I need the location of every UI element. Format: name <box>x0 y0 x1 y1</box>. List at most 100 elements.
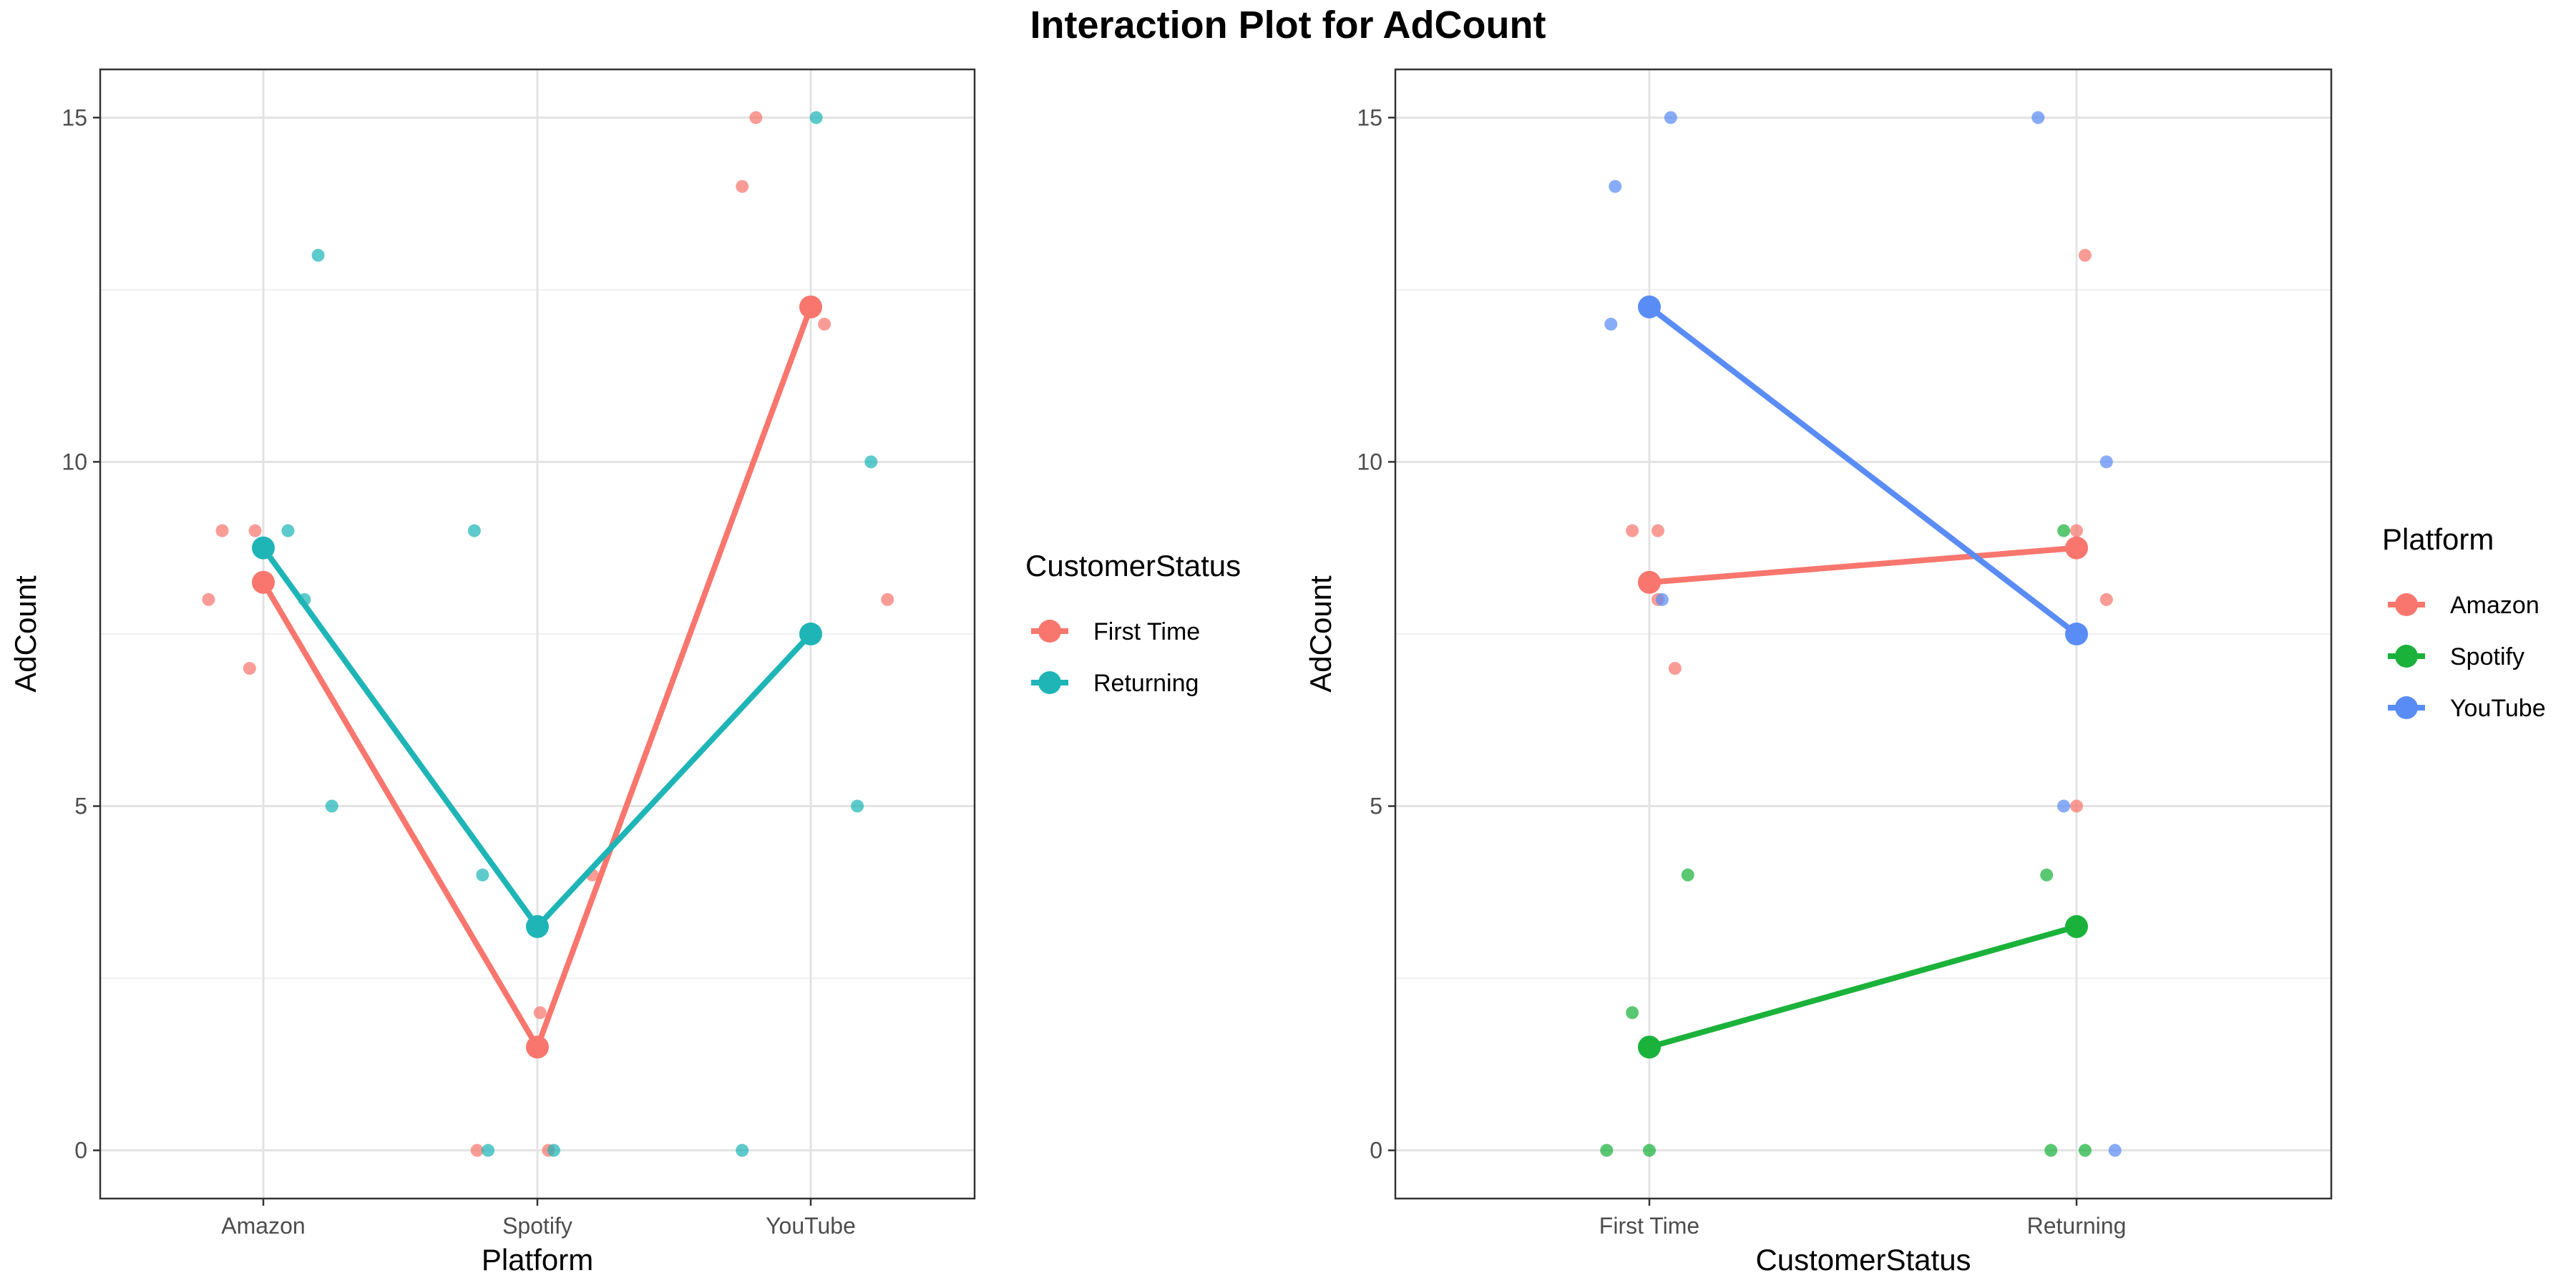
data-point-returning <box>281 524 295 537</box>
data-point-spotify <box>1626 1006 1639 1020</box>
mean-point-first-time <box>526 1035 549 1059</box>
data-point-returning <box>736 1143 749 1157</box>
y-tick-label: 0 <box>1370 1138 1382 1163</box>
data-point-youtube <box>1664 111 1677 125</box>
data-point-first-time <box>248 524 262 537</box>
data-point-youtube <box>1609 180 1622 193</box>
data-point-spotify <box>2040 868 2054 882</box>
data-point-spotify <box>2078 1143 2092 1157</box>
data-point-amazon <box>1626 524 1639 537</box>
data-point-spotify <box>2057 524 2071 537</box>
data-point-amazon <box>2078 248 2092 262</box>
data-point-returning <box>809 111 823 125</box>
legend-label: Amazon <box>2450 592 2540 619</box>
legend-label: Spotify <box>2450 643 2524 670</box>
chart-panel-customerstatus: 0 5 10 15 First Time Returning CustomerStatus A… <box>1304 68 2546 1277</box>
data-point-youtube <box>2108 1143 2122 1157</box>
data-point-returning <box>467 524 481 537</box>
mean-point-first-time <box>252 570 275 594</box>
mean-point-first-time <box>799 295 822 318</box>
mean-point-amazon <box>1638 570 1661 594</box>
data-point-spotify <box>1643 1143 1656 1157</box>
legend-label: Returning <box>1093 670 1199 697</box>
legend-key-point <box>1038 671 1061 694</box>
x-tick-label: YouTube <box>766 1213 856 1239</box>
mean-point-amazon <box>2065 536 2088 560</box>
mean-point-returning <box>799 623 822 645</box>
y-tick-label: 5 <box>74 794 87 819</box>
y-tick-label: 0 <box>74 1138 87 1163</box>
mean-point-spotify <box>1638 1035 1661 1059</box>
data-point-first-time <box>215 524 229 537</box>
legend-title: CustomerStatus <box>1025 549 1241 582</box>
y-tick-label: 5 <box>1370 794 1382 819</box>
data-point-youtube <box>1604 318 1618 331</box>
data-point-youtube <box>1655 592 1669 606</box>
legend: Platform Amazon Spotify YouTube <box>2382 522 2546 722</box>
x-tick-label: Spotify <box>502 1213 572 1239</box>
data-point-youtube <box>2099 455 2113 469</box>
y-axis-title: AdCount <box>9 575 42 693</box>
data-point-first-time <box>202 592 215 606</box>
data-point-returning <box>547 1143 560 1157</box>
chart-title: Interaction Plot for AdCount <box>1030 4 1546 47</box>
data-point-returning <box>482 1143 495 1157</box>
data-point-first-time <box>243 662 256 675</box>
legend-key-point <box>2395 696 2418 719</box>
series-line-spotify <box>1646 923 2079 1050</box>
data-point-spotify <box>1681 868 1694 882</box>
legend-item-amazon: Amazon <box>2388 592 2540 619</box>
data-point-amazon <box>1668 662 1682 675</box>
mean-point-youtube <box>1638 295 1661 318</box>
data-point-amazon <box>2070 524 2083 537</box>
raw-points <box>202 111 894 1157</box>
data-point-spotify <box>2044 1143 2058 1157</box>
mean-point-returning <box>526 914 549 938</box>
x-axis-title: Platform <box>482 1243 593 1277</box>
y-tick-label: 10 <box>62 449 87 474</box>
data-point-returning <box>864 455 878 469</box>
mean-point-spotify <box>2065 914 2088 938</box>
legend-item-youtube: YouTube <box>2388 695 2546 722</box>
y-tick-label: 15 <box>1357 104 1382 130</box>
y-axis-title: AdCount <box>1304 575 1337 693</box>
legend-item-returning: Returning <box>1031 670 1199 697</box>
panel-border <box>1394 68 2333 1200</box>
data-point-returning <box>476 868 489 882</box>
data-point-returning <box>851 799 864 813</box>
legend-label: YouTube <box>2450 695 2546 722</box>
data-point-youtube <box>2057 799 2071 813</box>
chart-panel-platform: 0 5 10 15 Amazon Spotify YouTube Platform AdCoun… <box>9 68 1241 1277</box>
data-point-returning <box>311 248 325 262</box>
data-point-first-time <box>736 180 749 193</box>
legend-key-point <box>1038 620 1061 643</box>
data-point-first-time <box>818 318 831 331</box>
data-point-first-time <box>881 592 894 606</box>
raw-points <box>1600 111 2122 1157</box>
x-tick-label: Amazon <box>221 1213 305 1239</box>
x-tick-label: Returning <box>2027 1213 2127 1239</box>
series-line-youtube <box>1646 303 2079 637</box>
legend-key-point <box>2395 645 2418 668</box>
data-point-first-time <box>533 1006 547 1020</box>
mean-point-returning <box>252 536 275 560</box>
data-point-spotify <box>1600 1143 1614 1157</box>
legend-item-first-time: First Time <box>1031 618 1200 645</box>
data-point-amazon <box>1651 524 1664 537</box>
legend-title: Platform <box>2382 522 2494 556</box>
data-point-returning <box>325 799 338 813</box>
legend-key-point <box>2395 593 2418 616</box>
data-point-youtube <box>2031 111 2045 125</box>
y-tick-label: 10 <box>1357 449 1382 474</box>
legend-item-spotify: Spotify <box>2388 643 2524 670</box>
data-point-amazon <box>2099 592 2113 606</box>
x-tick-label: First Time <box>1599 1213 1699 1239</box>
series-line-amazon <box>1646 545 2079 585</box>
mean-point-youtube <box>2065 623 2088 645</box>
data-point-amazon <box>2070 799 2083 813</box>
y-tick-label: 15 <box>62 104 87 130</box>
legend-label: First Time <box>1093 618 1200 645</box>
legend: CustomerStatus First Time Returning <box>1025 549 1241 697</box>
x-axis-title: CustomerStatus <box>1755 1243 1971 1277</box>
